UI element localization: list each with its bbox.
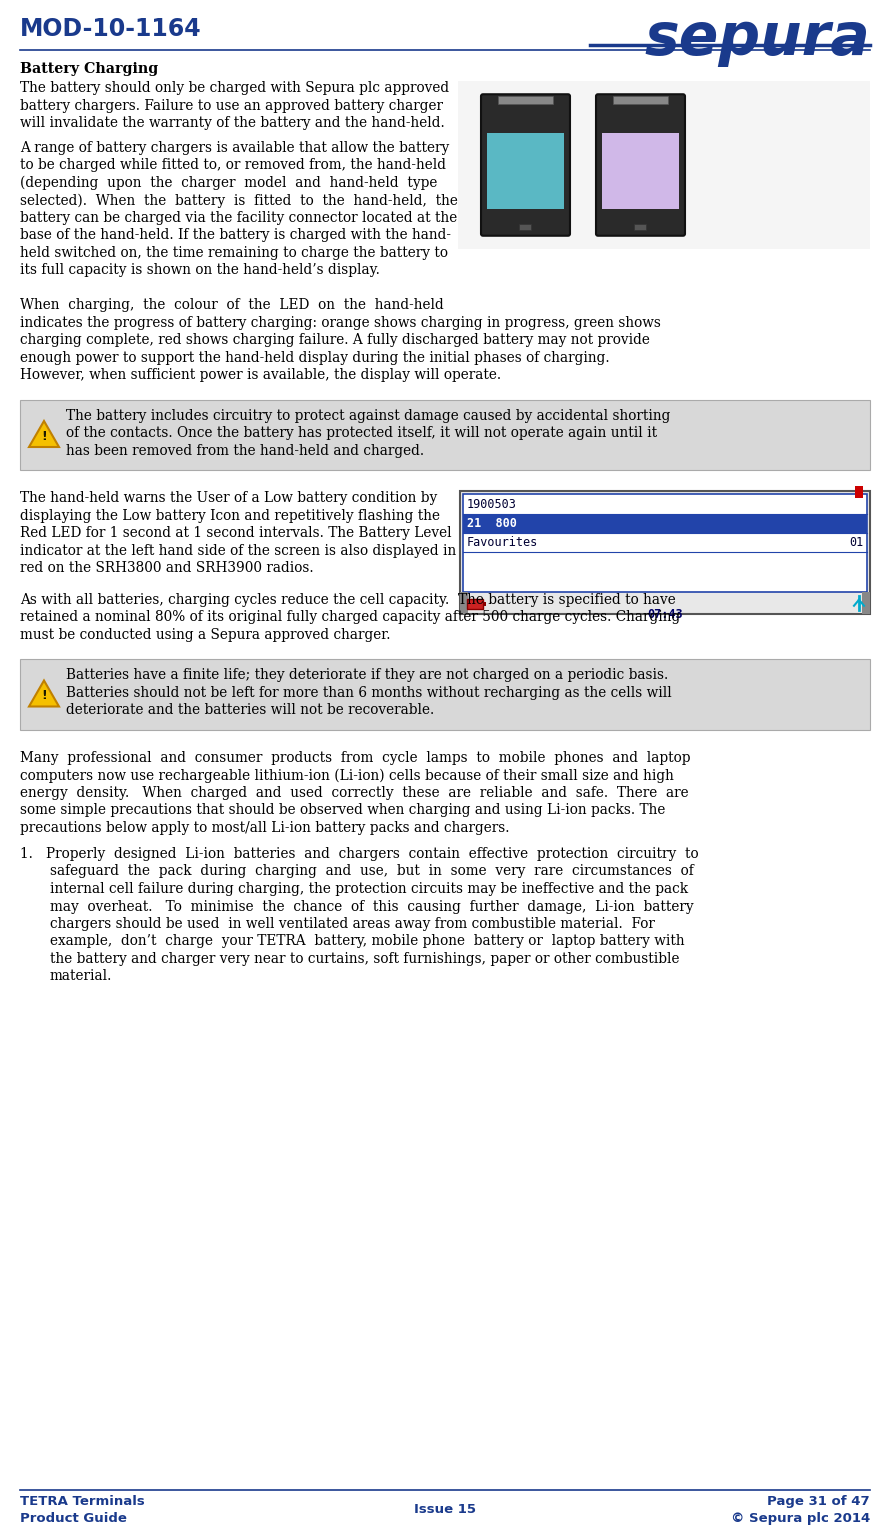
- Text: 1.   Properly  designed  Li-ion  batteries  and  chargers  contain  effective  p: 1. Properly designed Li-ion batteries an…: [20, 847, 699, 861]
- Text: (depending  upon  the  charger  model  and  hand-held  type: (depending upon the charger model and ha…: [20, 176, 437, 189]
- Text: Product Guide: Product Guide: [20, 1512, 127, 1525]
- Text: 01: 01: [849, 536, 863, 550]
- Bar: [483, 602, 486, 605]
- Text: chargers should be used  in well ventilated areas away from combustible material: chargers should be used in well ventilat…: [50, 916, 655, 932]
- Text: The battery includes circuitry to protect against damage caused by accidental sh: The battery includes circuitry to protec…: [66, 408, 670, 424]
- Text: the battery and charger very near to curtains, soft furnishings, paper or other : the battery and charger very near to cur…: [50, 952, 679, 966]
- Text: has been removed from the hand-held and charged.: has been removed from the hand-held and …: [66, 444, 425, 457]
- Text: will invalidate the warranty of the battery and the hand-held.: will invalidate the warranty of the batt…: [20, 116, 445, 131]
- FancyBboxPatch shape: [481, 94, 570, 236]
- Text: charging complete, red shows charging failure. A fully discharged battery may no: charging complete, red shows charging fa…: [20, 333, 650, 346]
- Text: battery chargers. Failure to use an approved battery charger: battery chargers. Failure to use an appr…: [20, 99, 443, 112]
- Bar: [498, 95, 553, 105]
- FancyBboxPatch shape: [20, 400, 870, 470]
- Text: energy  density.   When  charged  and  used  correctly  these  are  reliable  an: energy density. When charged and used co…: [20, 785, 689, 799]
- Text: held switched on, the time remaining to charge the battery to: held switched on, the time remaining to …: [20, 246, 448, 260]
- Text: Batteries should not be left for more than 6 months without recharging as the ce: Batteries should not be left for more th…: [66, 685, 672, 699]
- Text: As with all batteries, charging cycles reduce the cell capacity.  The battery is: As with all batteries, charging cycles r…: [20, 593, 676, 607]
- FancyBboxPatch shape: [460, 491, 870, 614]
- Text: material.: material.: [50, 970, 112, 984]
- Text: its full capacity is shown on the hand-held’s display.: its full capacity is shown on the hand-h…: [20, 263, 380, 277]
- Text: Batteries have a finite life; they deteriorate if they are not charged on a peri: Batteries have a finite life; they deter…: [66, 668, 668, 682]
- Text: retained a nominal 80% of its original fully charged capacity after 500 charge c: retained a nominal 80% of its original f…: [20, 610, 680, 624]
- Text: safeguard  the  pack  during  charging  and  use,  but  in  some  very  rare  ci: safeguard the pack during charging and u…: [50, 864, 693, 878]
- FancyBboxPatch shape: [596, 94, 685, 236]
- Bar: [463, 494, 867, 591]
- Text: precautions below apply to most/all Li-ion battery packs and chargers.: precautions below apply to most/all Li-i…: [20, 821, 509, 835]
- Text: internal cell failure during charging, the protection circuits may be ineffectiv: internal cell failure during charging, t…: [50, 882, 688, 896]
- Text: indicator at the left hand side of the screen is also displayed in: indicator at the left hand side of the s…: [20, 544, 457, 557]
- Text: may  overheat.   To  minimise  the  chance  of  this  causing  further  damage, : may overheat. To minimise the chance of …: [50, 899, 693, 913]
- Text: computers now use rechargeable lithium-ion (Li-ion) cells because of their small: computers now use rechargeable lithium-i…: [20, 768, 674, 782]
- Text: deteriorate and the batteries will not be recoverable.: deteriorate and the batteries will not b…: [66, 704, 434, 718]
- FancyBboxPatch shape: [602, 134, 679, 209]
- Bar: [613, 95, 668, 105]
- Bar: [862, 591, 870, 614]
- Text: Many  professional  and  consumer  products  from  cycle  lamps  to  mobile  pho: Many professional and consumer products …: [20, 752, 691, 765]
- Bar: [519, 223, 531, 229]
- Text: !: !: [41, 430, 47, 442]
- Text: to be charged while fitted to, or removed from, the hand-held: to be charged while fitted to, or remove…: [20, 159, 446, 172]
- Text: Issue 15: Issue 15: [414, 1503, 476, 1515]
- Text: © Sepura plc 2014: © Sepura plc 2014: [731, 1512, 870, 1525]
- Text: base of the hand-held. If the battery is charged with the hand-: base of the hand-held. If the battery is…: [20, 228, 451, 242]
- FancyBboxPatch shape: [487, 134, 564, 209]
- Bar: [467, 599, 483, 608]
- Text: Red LED for 1 second at 1 second intervals. The Battery Level: Red LED for 1 second at 1 second interva…: [20, 527, 451, 541]
- Text: Favourites: Favourites: [467, 536, 538, 550]
- Text: battery can be charged via the facility connector located at the: battery can be charged via the facility …: [20, 211, 457, 225]
- Text: Battery Charging: Battery Charging: [20, 62, 158, 75]
- Text: enough power to support the hand-held display during the initial phases of charg: enough power to support the hand-held di…: [20, 351, 610, 365]
- FancyBboxPatch shape: [458, 82, 870, 249]
- Text: TETRA Terminals: TETRA Terminals: [20, 1495, 145, 1508]
- Text: However, when sufficient power is available, the display will operate.: However, when sufficient power is availa…: [20, 368, 501, 382]
- Text: 07:43: 07:43: [647, 608, 683, 621]
- Text: The hand-held warns the User of a Low battery condition by: The hand-held warns the User of a Low ba…: [20, 491, 437, 505]
- Text: red on the SRH3800 and SRH3900 radios.: red on the SRH3800 and SRH3900 radios.: [20, 561, 313, 576]
- Text: 21  800: 21 800: [467, 517, 517, 530]
- Text: Page 31 of 47: Page 31 of 47: [767, 1495, 870, 1508]
- Text: 1900503: 1900503: [467, 499, 517, 511]
- Text: When  charging,  the  colour  of  the  LED  on  the  hand-held: When charging, the colour of the LED on …: [20, 299, 444, 313]
- Text: some simple precautions that should be observed when charging and using Li-ion p: some simple precautions that should be o…: [20, 804, 666, 818]
- Polygon shape: [29, 681, 59, 707]
- Bar: [634, 223, 646, 229]
- Bar: [855, 487, 863, 499]
- Text: example,  don’t  charge  your TETRA  battery, mobile phone  battery or  laptop b: example, don’t charge your TETRA battery…: [50, 935, 684, 949]
- Text: of the contacts. Once the battery has protected itself, it will not operate agai: of the contacts. Once the battery has pr…: [66, 427, 657, 440]
- Text: displaying the Low battery Icon and repetitively flashing the: displaying the Low battery Icon and repe…: [20, 508, 440, 522]
- Text: A range of battery chargers is available that allow the battery: A range of battery chargers is available…: [20, 140, 449, 154]
- Text: indicates the progress of battery charging: orange shows charging in progress, g: indicates the progress of battery chargi…: [20, 316, 661, 330]
- Text: sepura: sepura: [644, 9, 870, 68]
- Text: must be conducted using a Sepura approved charger.: must be conducted using a Sepura approve…: [20, 628, 391, 642]
- Text: !: !: [41, 688, 47, 702]
- FancyBboxPatch shape: [20, 659, 870, 730]
- Bar: [460, 591, 468, 614]
- Text: selected).  When  the  battery  is  fitted  to  the  hand-held,  the: selected). When the battery is fitted to…: [20, 192, 457, 208]
- Text: MOD-10-1164: MOD-10-1164: [20, 17, 202, 42]
- Polygon shape: [29, 420, 59, 447]
- Text: The battery should only be charged with Sepura plc approved: The battery should only be charged with …: [20, 82, 449, 95]
- Bar: [463, 516, 867, 533]
